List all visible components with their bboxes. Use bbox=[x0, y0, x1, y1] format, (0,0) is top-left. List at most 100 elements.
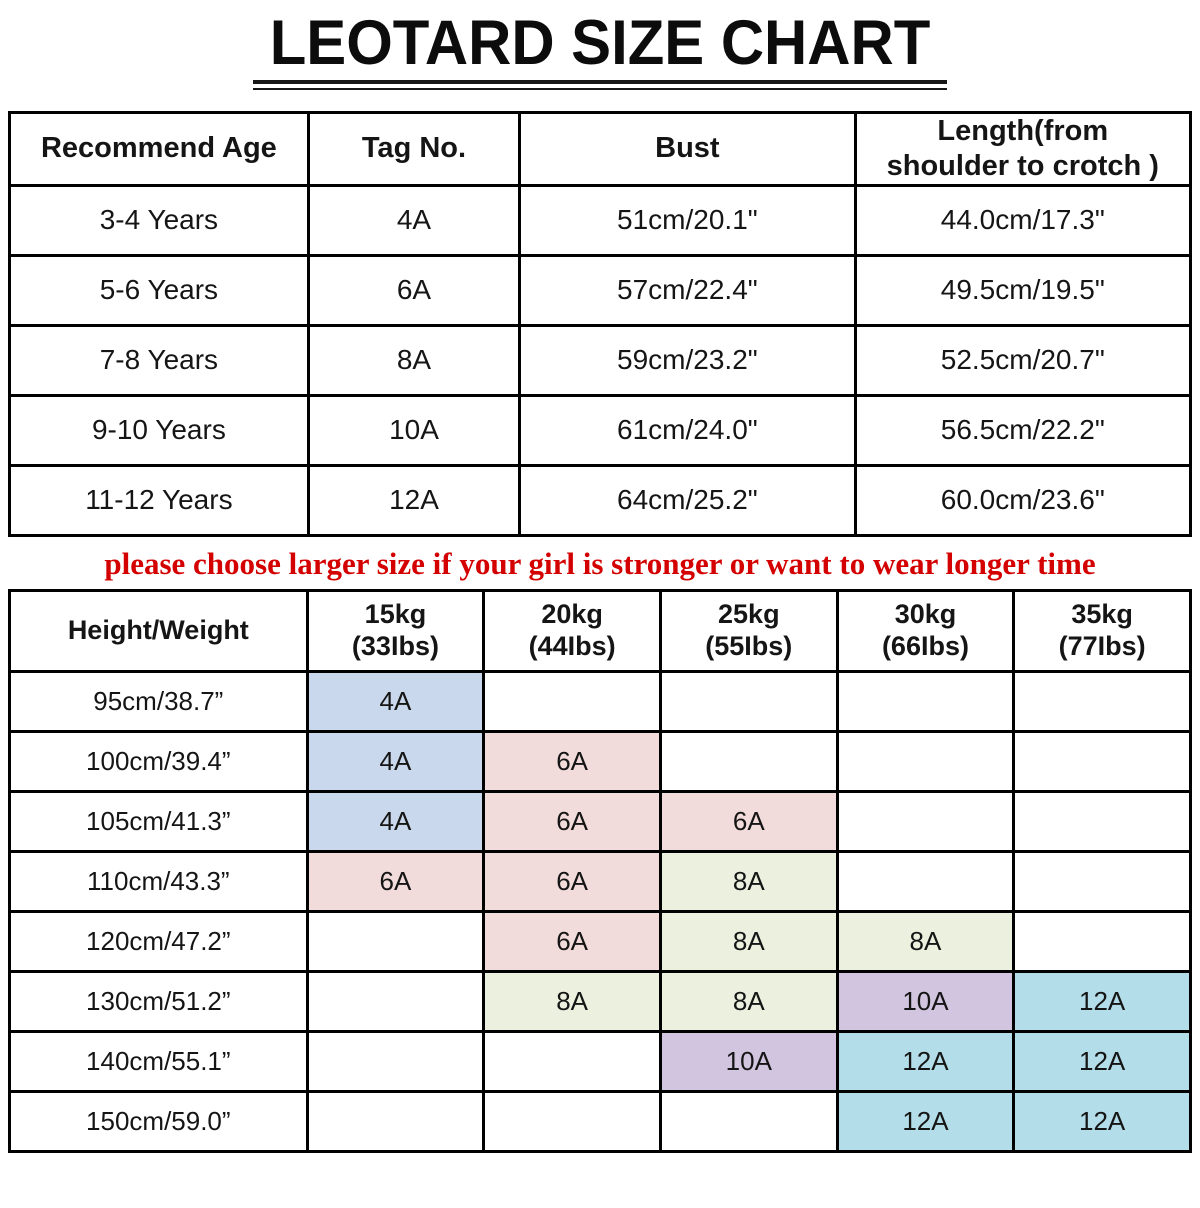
size-chart-page: LEOTARD SIZE CHART Recommend Age Tag No.… bbox=[0, 8, 1200, 1208]
size-cell bbox=[835, 789, 1016, 853]
size-cell bbox=[482, 1089, 662, 1153]
table-cell: 8A bbox=[306, 323, 522, 397]
size-cell bbox=[658, 669, 839, 733]
column-header-30kg: 30kg (66Ibs) bbox=[835, 588, 1016, 673]
height-weight-table: Height/Weight 15kg (33Ibs) 20kg (44Ibs) … bbox=[8, 588, 1192, 1153]
size-cell bbox=[1012, 789, 1192, 853]
column-header-recommend-age: Recommend Age bbox=[8, 110, 310, 187]
height-cell: 110cm/43.3” bbox=[8, 849, 309, 913]
size-cell: 6A bbox=[658, 789, 839, 853]
table-cell: 49.5cm/19.5" bbox=[853, 253, 1193, 327]
page-title: LEOTARD SIZE CHART bbox=[269, 8, 931, 78]
size-cell: 4A bbox=[305, 729, 486, 793]
table-row: 150cm/59.0” 12A 12A bbox=[8, 1089, 1192, 1153]
table-row: 9-10 Years 10A 61cm/24.0" 56.5cm/22.2" bbox=[8, 393, 1193, 467]
size-cell: 8A bbox=[482, 969, 662, 1033]
table-row: 140cm/55.1” 10A 12A 12A bbox=[8, 1029, 1192, 1093]
table-cell: 56.5cm/22.2" bbox=[853, 393, 1193, 467]
size-cell bbox=[1012, 669, 1192, 733]
table-cell: 57cm/22.4" bbox=[518, 253, 857, 327]
table-cell: 60.0cm/23.6" bbox=[853, 463, 1193, 537]
size-cell bbox=[305, 969, 486, 1033]
size-table-body: 3-4 Years 4A 51cm/20.1" 44.0cm/17.3" 5-6 Yea… bbox=[8, 183, 1193, 537]
table-cell: 5-6 Years bbox=[8, 253, 310, 327]
size-cell bbox=[835, 849, 1016, 913]
corner-header-height-weight: Height/Weight bbox=[8, 588, 309, 673]
table-row: 11-12 Years 12A 64cm/25.2" 60.0cm/23.6" bbox=[8, 463, 1193, 537]
column-header-length: Length(from shoulder to crotch ) bbox=[853, 110, 1193, 187]
table-row: 110cm/43.3” 6A 6A 8A bbox=[8, 849, 1192, 913]
size-cell: 6A bbox=[482, 849, 662, 913]
table-cell: 51cm/20.1" bbox=[518, 183, 857, 257]
height-weight-table-body: 95cm/38.7” 4A 100cm/39.4” 4A 6A 105cm/41.3” 4A… bbox=[8, 669, 1192, 1153]
column-header-35kg: 35kg (77Ibs) bbox=[1012, 588, 1192, 673]
height-cell: 150cm/59.0” bbox=[8, 1089, 309, 1153]
table-row: 130cm/51.2” 8A 8A 10A 12A bbox=[8, 969, 1192, 1033]
size-cell bbox=[1012, 909, 1192, 973]
column-header-bust: Bust bbox=[518, 110, 857, 187]
size-cell bbox=[305, 1089, 486, 1153]
size-cell: 10A bbox=[658, 1029, 839, 1093]
size-cell bbox=[1012, 729, 1192, 793]
size-cell: 10A bbox=[835, 969, 1016, 1033]
height-weight-header-row: Height/Weight 15kg (33Ibs) 20kg (44Ibs) … bbox=[8, 588, 1192, 673]
size-cell: 6A bbox=[305, 849, 486, 913]
table-cell: 6A bbox=[306, 253, 522, 327]
size-cell: 12A bbox=[1012, 969, 1192, 1033]
height-cell: 130cm/51.2” bbox=[8, 969, 309, 1033]
height-cell: 140cm/55.1” bbox=[8, 1029, 309, 1093]
size-cell: 8A bbox=[658, 849, 839, 913]
size-table: Recommend Age Tag No. Bust Length(from s… bbox=[8, 110, 1193, 537]
table-cell: 59cm/23.2" bbox=[518, 323, 857, 397]
size-cell bbox=[305, 909, 486, 973]
size-cell bbox=[305, 1029, 486, 1093]
table-cell: 44.0cm/17.3" bbox=[853, 183, 1193, 257]
size-table-header-row: Recommend Age Tag No. Bust Length(from s… bbox=[8, 110, 1193, 187]
title-underline bbox=[253, 79, 947, 90]
table-cell: 9-10 Years bbox=[8, 393, 310, 467]
table-cell: 12A bbox=[306, 463, 522, 537]
size-cell: 8A bbox=[658, 969, 839, 1033]
table-row: 3-4 Years 4A 51cm/20.1" 44.0cm/17.3" bbox=[8, 183, 1193, 257]
table-cell: 11-12 Years bbox=[8, 463, 310, 537]
size-cell: 8A bbox=[835, 909, 1016, 973]
height-cell: 95cm/38.7” bbox=[8, 669, 309, 733]
size-cell: 12A bbox=[1012, 1089, 1192, 1153]
table-row: 95cm/38.7” 4A bbox=[8, 669, 1192, 733]
table-cell: 4A bbox=[306, 183, 522, 257]
size-cell: 8A bbox=[658, 909, 839, 973]
size-cell: 12A bbox=[835, 1029, 1016, 1093]
size-cell: 6A bbox=[482, 789, 662, 853]
table-row: 5-6 Years 6A 57cm/22.4" 49.5cm/19.5" bbox=[8, 253, 1193, 327]
table-cell: 3-4 Years bbox=[8, 183, 310, 257]
size-cell: 4A bbox=[305, 669, 486, 733]
height-cell: 120cm/47.2” bbox=[8, 909, 309, 973]
column-header-20kg: 20kg (44Ibs) bbox=[482, 588, 662, 673]
size-cell bbox=[658, 729, 839, 793]
size-cell bbox=[482, 1029, 662, 1093]
height-cell: 100cm/39.4” bbox=[8, 729, 309, 793]
size-cell bbox=[482, 669, 662, 733]
size-advice-note: please choose larger size if your girl i… bbox=[104, 545, 1096, 581]
table-cell: 7-8 Years bbox=[8, 323, 310, 397]
size-cell: 12A bbox=[835, 1089, 1016, 1153]
table-row: 100cm/39.4” 4A 6A bbox=[8, 729, 1192, 793]
size-cell bbox=[658, 1089, 839, 1153]
size-cell bbox=[835, 669, 1016, 733]
size-cell: 6A bbox=[482, 729, 662, 793]
size-cell: 4A bbox=[305, 789, 486, 853]
size-cell bbox=[1012, 849, 1192, 913]
table-cell: 64cm/25.2" bbox=[518, 463, 857, 537]
table-row: 7-8 Years 8A 59cm/23.2" 52.5cm/20.7" bbox=[8, 323, 1193, 397]
table-cell: 52.5cm/20.7" bbox=[853, 323, 1193, 397]
table-row: 120cm/47.2” 6A 8A 8A bbox=[8, 909, 1192, 973]
column-header-tag-no: Tag No. bbox=[306, 110, 522, 187]
size-cell bbox=[835, 729, 1016, 793]
table-cell: 10A bbox=[306, 393, 522, 467]
height-cell: 105cm/41.3” bbox=[8, 789, 309, 853]
size-cell: 6A bbox=[482, 909, 662, 973]
table-row: 105cm/41.3” 4A 6A 6A bbox=[8, 789, 1192, 853]
table-cell: 61cm/24.0" bbox=[518, 393, 857, 467]
size-cell: 12A bbox=[1012, 1029, 1192, 1093]
column-header-15kg: 15kg (33Ibs) bbox=[305, 588, 486, 673]
